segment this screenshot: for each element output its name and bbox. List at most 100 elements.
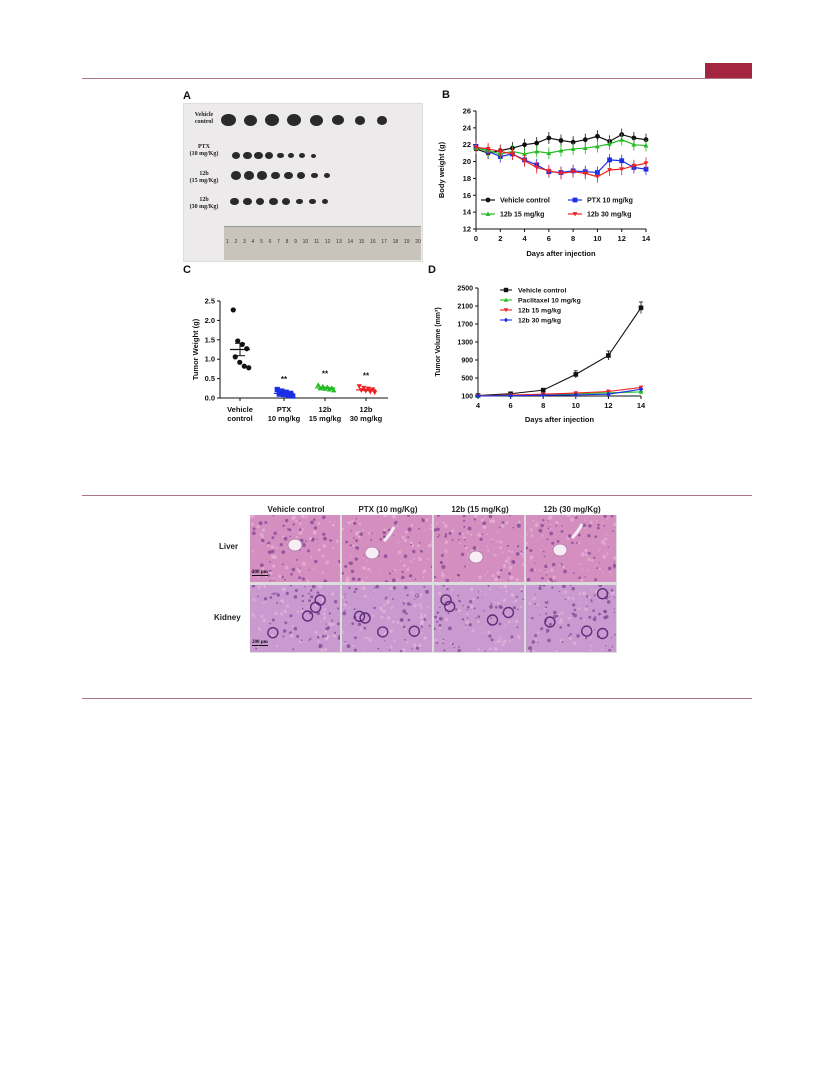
data-point xyxy=(522,158,527,164)
tumor-sample xyxy=(282,198,290,205)
tumor-sample xyxy=(244,171,254,180)
data-point xyxy=(534,140,540,146)
tumor-sample xyxy=(309,114,323,126)
data-point xyxy=(570,169,576,175)
data-point xyxy=(326,386,332,392)
tumor-sample xyxy=(332,115,344,126)
data-point xyxy=(638,305,644,311)
ruler-number: 13 xyxy=(336,239,342,245)
data-point xyxy=(607,141,612,146)
header-rule xyxy=(82,78,752,79)
tumor-sample xyxy=(231,171,241,180)
data-point xyxy=(606,353,611,358)
category-label: 15 mg/kg xyxy=(309,414,342,423)
data-point xyxy=(540,393,546,398)
y-tick-label: 24 xyxy=(463,123,472,132)
data-point xyxy=(246,365,252,371)
tissue-texture xyxy=(526,585,616,652)
data-point xyxy=(619,167,625,172)
significance-mark: ** xyxy=(322,369,329,378)
chart-c-tumor-weight: C 0.0 0.5 1.0 1.5 2.0 2.5 Tumor Weight (g) Vehic… xyxy=(183,264,388,423)
liver-section-image xyxy=(342,515,432,582)
data-point xyxy=(546,135,552,141)
ruler: 1 2 3 4 5 6 7 8 9 10 11 12 13 14 15 16 17 18 19 20 xyxy=(224,226,421,260)
histology-column-header: 12b (30 mg/Kg) xyxy=(543,505,601,514)
legend-label: 12b 15 mg/kg xyxy=(518,308,561,315)
y-tick-label: 500 xyxy=(461,376,473,383)
ruler-number: 12 xyxy=(324,239,331,245)
data-point xyxy=(619,137,625,142)
data-point xyxy=(595,174,600,180)
ruler-number: 8 xyxy=(285,239,289,245)
ruler-number: 5 xyxy=(260,239,263,245)
ruler-number: 20 xyxy=(415,239,421,245)
histology-column-header: 12b (15 mg/Kg) xyxy=(451,505,509,514)
tumor-sample xyxy=(288,153,294,159)
y-tick-label: 14 xyxy=(463,208,472,217)
data-point xyxy=(607,157,612,163)
data-point xyxy=(244,346,250,352)
scale-bar: 200 μm xyxy=(252,570,268,576)
legend-label: Vehicle control xyxy=(500,198,550,205)
x-tick-label: 4 xyxy=(522,234,527,243)
data-point xyxy=(558,138,564,143)
tumor-sample xyxy=(324,173,330,179)
x-tick-label: 8 xyxy=(571,234,575,243)
tissue-texture xyxy=(342,585,431,652)
data-point xyxy=(582,171,588,176)
significance-mark: ** xyxy=(281,375,288,384)
y-tick-label: 22 xyxy=(463,140,471,149)
ruler-numbers: 1 2 3 4 5 6 7 8 9 10 11 12 13 14 15 16 17 18 19 20 xyxy=(226,239,421,245)
data-point xyxy=(285,392,291,398)
data-point xyxy=(508,393,513,398)
data-point xyxy=(331,387,337,393)
y-tick-label: 0.5 xyxy=(205,374,215,383)
significance-mark: ** xyxy=(363,371,370,380)
tumor-sample xyxy=(242,197,252,206)
tumor-sample xyxy=(256,198,264,205)
legend-marker xyxy=(503,287,509,293)
ruler-number: 10 xyxy=(302,239,309,245)
data-point xyxy=(522,151,527,156)
category-label: control xyxy=(227,414,252,423)
category-label: Vehicle xyxy=(227,405,253,414)
series-line xyxy=(477,388,642,397)
section-rule xyxy=(82,495,752,496)
panel-letter-b: B xyxy=(442,89,450,101)
tumor-sample xyxy=(270,171,280,180)
data-point xyxy=(631,163,637,169)
tumor-sample xyxy=(308,198,316,205)
tumor-sample xyxy=(310,172,318,179)
y-axis-label: Tumor Volume (mm³) xyxy=(435,307,442,376)
y-tick-label: 1.5 xyxy=(205,335,215,344)
data-point xyxy=(315,382,321,387)
legend-label: 12b 30 mg/kg xyxy=(587,212,631,219)
panel-letter-c: C xyxy=(183,264,191,276)
histology-grid: 200 μm 200 μm xyxy=(250,515,617,653)
legend-label: 12b 30 mg/kg xyxy=(518,318,561,325)
panel-letter-d: D xyxy=(428,264,436,276)
ruler-number: 15 xyxy=(358,239,365,245)
tumor-sample xyxy=(297,172,305,179)
tumor-sample xyxy=(283,171,293,180)
data-point xyxy=(534,165,540,170)
data-point xyxy=(522,142,527,148)
data-point xyxy=(485,147,491,152)
ruler-number: 3 xyxy=(243,239,246,245)
data-point xyxy=(546,168,552,174)
ruler-number: 2 xyxy=(234,239,238,245)
data-point xyxy=(638,389,644,394)
tumor-sample xyxy=(299,153,305,159)
tissue-texture xyxy=(434,515,524,582)
x-axis-label: Days after injection xyxy=(526,249,596,258)
category-label: 12b xyxy=(360,405,373,414)
x-tick-label: 6 xyxy=(509,401,513,410)
data-point xyxy=(631,135,637,141)
tumor-sample xyxy=(355,116,365,125)
data-point xyxy=(607,168,612,173)
data-point xyxy=(356,384,362,389)
ruler-number: 7 xyxy=(277,239,280,245)
tumor-sample xyxy=(220,113,236,127)
y-tick-label: 1.0 xyxy=(205,355,215,364)
data-point xyxy=(595,133,600,139)
